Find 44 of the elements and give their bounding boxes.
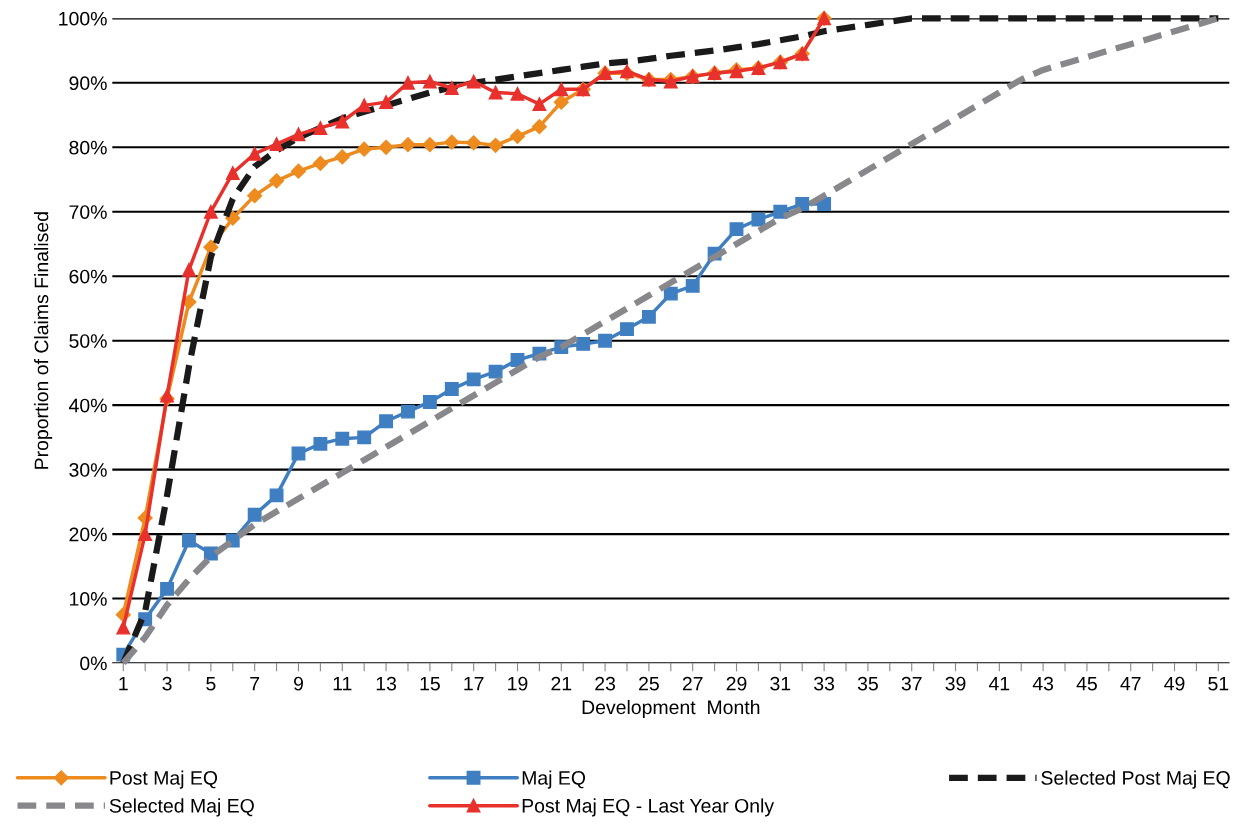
y-tick-label: 20% bbox=[69, 527, 107, 542]
x-tick-label: 9 bbox=[293, 676, 303, 691]
y-tick-label: 30% bbox=[69, 463, 107, 477]
y-tick-label: 0% bbox=[80, 656, 107, 671]
x-tick-label: 47 bbox=[1120, 676, 1141, 691]
legend-label: Maj EQ bbox=[522, 770, 586, 789]
legend-label: Post Maj EQ bbox=[110, 770, 218, 789]
x-tick-label: 17 bbox=[464, 676, 484, 691]
x-tick-label: 21 bbox=[551, 676, 572, 691]
y-tick-label: 40% bbox=[68, 398, 107, 413]
x-tick-label: 37 bbox=[901, 676, 922, 691]
x-tick-label: 33 bbox=[814, 676, 835, 691]
y-tick-label: 100% bbox=[59, 11, 107, 26]
x-tick-label: 35 bbox=[857, 676, 878, 691]
x-tick-label: 49 bbox=[1164, 676, 1185, 691]
y-tick-label: 10% bbox=[70, 592, 107, 606]
y-tick-label: 90% bbox=[69, 76, 107, 91]
x-tick-label: 7 bbox=[250, 676, 260, 691]
x-tick-label: 29 bbox=[726, 676, 747, 691]
x-tick-label: 23 bbox=[595, 676, 616, 691]
x-tick-label: 1 bbox=[119, 676, 128, 691]
x-tick-label: 43 bbox=[1032, 676, 1054, 691]
x-tick-label: 45 bbox=[1076, 676, 1097, 691]
x-tick-label: 41 bbox=[988, 676, 1010, 691]
x-tick-label: 25 bbox=[639, 676, 659, 691]
y-tick-label: 50% bbox=[69, 334, 107, 348]
legend-label: Selected Maj EQ bbox=[109, 798, 254, 817]
x-tick-label: 3 bbox=[162, 676, 172, 691]
x-tick-label: 13 bbox=[376, 676, 397, 691]
y-tick-label: 60% bbox=[69, 269, 107, 284]
x-axis-title: Development Month bbox=[582, 699, 760, 719]
legend-label: Post Maj EQ - Last Year Only bbox=[522, 798, 775, 817]
x-tick-label: 31 bbox=[770, 676, 791, 691]
legend-label: Selected Post Maj EQ bbox=[1041, 770, 1230, 789]
x-tick-label: 27 bbox=[682, 676, 703, 691]
y-axis-title: Proportion of Claims Finalised bbox=[34, 212, 53, 469]
x-tick-label: 11 bbox=[333, 676, 352, 691]
y-tick-label: 80% bbox=[69, 140, 107, 155]
x-tick-label: 39 bbox=[945, 676, 966, 691]
x-tick-label: 19 bbox=[508, 676, 528, 691]
x-tick-label: 51 bbox=[1208, 676, 1229, 691]
x-tick-label: 15 bbox=[420, 676, 440, 691]
x-tick-label: 5 bbox=[206, 676, 216, 691]
y-tick-label: 70% bbox=[69, 205, 107, 219]
